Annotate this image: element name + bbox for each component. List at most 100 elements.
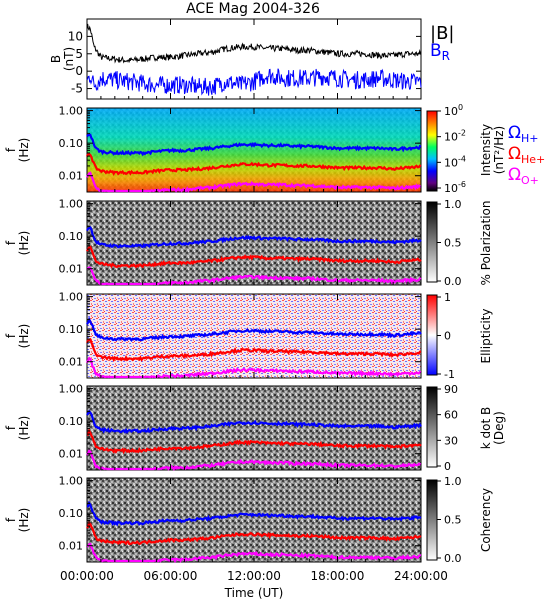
panel-b-ytick-label: 10 — [68, 29, 83, 43]
ytick-label: 1.00 — [59, 291, 84, 304]
ytick-label: 1.00 — [59, 383, 84, 396]
ytick-label: 0.01 — [59, 170, 84, 183]
colorbar-coherency — [426, 479, 438, 561]
colorbar-kdotb — [426, 386, 438, 468]
panel-coherency-yunits: (Hz) — [17, 508, 31, 533]
ytick-label: 0.01 — [59, 263, 84, 276]
colorbar-intensity-label: Intensity — [479, 124, 493, 176]
legend-omega-he: ΩHe+ — [508, 144, 545, 166]
colorbar-tick-base: 10 — [444, 131, 458, 144]
colorbar-tick-label: 0 — [444, 330, 451, 343]
panel-polarization-ylabel: f — [4, 240, 18, 245]
gyro-h-line — [86, 409, 422, 435]
colorbar-tick-label: 1 — [444, 291, 451, 304]
panel-b-ylabel: B — [49, 55, 63, 63]
panel-kdotb-yunits: (Hz) — [17, 416, 31, 441]
panel-coherency: 1.00 0.10 0.01 f (Hz) 1.0 0.5 0.0 Coherency — [4, 475, 493, 565]
gyro-h-line — [86, 133, 422, 157]
colorbar-tick-exp: -6 — [458, 180, 466, 189]
ytick-label: 0.10 — [59, 323, 84, 336]
ytick-label: 0.10 — [59, 137, 84, 150]
colorbar-tick-exp: -4 — [458, 154, 466, 163]
colorbar-tick-label: 10-2 — [444, 129, 466, 144]
xtick-label: 12:00:00 — [227, 569, 281, 583]
legend-b-r-main: B — [430, 41, 442, 61]
ytick-label: 0.10 — [59, 507, 84, 520]
coherency-spectrogram — [87, 478, 421, 562]
series-b-total — [86, 23, 422, 64]
legend-omega-h-sym: Ω — [508, 123, 521, 143]
legend-omega-he-sym: Ω — [508, 144, 521, 164]
colorbar-tick-label: 10-4 — [444, 154, 466, 169]
colorbar-ellipticity — [426, 294, 438, 376]
panel-ellipticity-yunits: (Hz) — [17, 324, 31, 349]
panel-coherency-ylabel: f — [4, 517, 18, 522]
legend-omega-h-sub: H+ — [521, 132, 539, 145]
colorbar-polarization-label: % Polarization — [479, 201, 493, 286]
legend-omega-o-sym: Ω — [508, 165, 521, 185]
ytick-label: 1.00 — [59, 475, 84, 488]
ytick-label: 0.01 — [59, 356, 84, 369]
colorbar-tick-label: 0.5 — [444, 237, 462, 250]
panel-kdotb: 1.00 0.10 0.01 f (Hz) 90 60 30 0 k dot B (Deg… — [4, 383, 506, 473]
kdotb-spectrogram — [87, 386, 421, 470]
colorbar-tick-label: 90 — [444, 383, 458, 396]
legend-b-r-sub: R — [442, 49, 450, 63]
panel-ellipticity-ylabel: f — [4, 333, 18, 338]
ytick-label: 1.00 — [59, 198, 84, 211]
xtick-label: 06:00:00 — [144, 569, 198, 583]
panel-b-ytick-label: 0 — [75, 64, 83, 78]
colorbar-polarization — [426, 201, 438, 283]
colorbar-kdotb-units: (Deg) — [492, 411, 506, 445]
ellipticity-spectrogram — [87, 294, 421, 378]
colorbar-tick-label: 1.0 — [444, 475, 462, 488]
colorbar-intensity — [426, 110, 438, 192]
legend-omega-he-sub: He+ — [521, 153, 545, 166]
colorbar-tick-exp: -2 — [458, 129, 466, 138]
colorbar-intensity-units: (nT²/Hz) — [492, 126, 506, 174]
panel-b-yunits: (nT) — [62, 47, 76, 71]
colorbar-kdotb-label: k dot B — [479, 407, 493, 449]
polarization-spectrogram — [87, 201, 421, 285]
panel-intensity-yunits: (Hz) — [17, 138, 31, 163]
colorbar-tick-exp: 0 — [458, 103, 463, 112]
xtick-label: 18:00:00 — [311, 569, 365, 583]
legend-b-total: |B| — [430, 23, 454, 44]
ytick-label: 1.00 — [59, 105, 84, 118]
panel-b-ytick-label: -5 — [71, 82, 83, 96]
colorbar-ellipticity-label: Ellipticity — [479, 309, 493, 364]
gyro-h-line — [86, 316, 422, 342]
colorbar-tick-label: 100 — [444, 103, 463, 118]
panel-kdotb-ylabel: f — [4, 425, 18, 430]
chart-title: ACE Mag 2004-326 — [186, 1, 320, 17]
gyro-he-line — [85, 245, 422, 269]
colorbar-tick-label: 1.0 — [444, 198, 462, 211]
series-b-r — [86, 68, 422, 96]
panel-polarization: 1.00 0.10 0.01 f (Hz) 1.0 0.5 0.0 % Polariza… — [4, 198, 493, 288]
gyro-he-line — [86, 427, 422, 455]
colorbar-tick-label: 10-6 — [444, 180, 466, 195]
gyro-he-line — [86, 152, 422, 177]
legend-omega-h: ΩH+ — [508, 123, 539, 145]
gyro-h-line — [86, 226, 422, 249]
ytick-label: 0.10 — [59, 415, 84, 428]
colorbar-tick-base: 10 — [444, 156, 458, 169]
colorbar-tick-label: 30 — [444, 434, 458, 447]
colorbar-tick-label: 0 — [444, 460, 451, 473]
gyro-he-line — [86, 337, 422, 363]
colorbar-tick-base: 10 — [444, 105, 458, 118]
ytick-label: 0.01 — [59, 448, 84, 461]
ytick-label: 0.10 — [59, 230, 84, 243]
colorbar-tick-base: 10 — [444, 182, 458, 195]
colorbar-tick-label: 0.0 — [444, 275, 462, 288]
colorbar-tick-label: 60 — [444, 409, 458, 422]
colorbar-tick-label: 0.5 — [444, 514, 462, 527]
gyro-he-line — [86, 521, 422, 546]
gyro-h-line — [87, 500, 422, 527]
panel-b-ytick-label: 5 — [75, 47, 83, 61]
colorbar-tick-label: -1 — [444, 368, 455, 381]
panel-intensity-ylabel: f — [4, 147, 18, 152]
xtick-label: 00:00:00 — [60, 569, 114, 583]
